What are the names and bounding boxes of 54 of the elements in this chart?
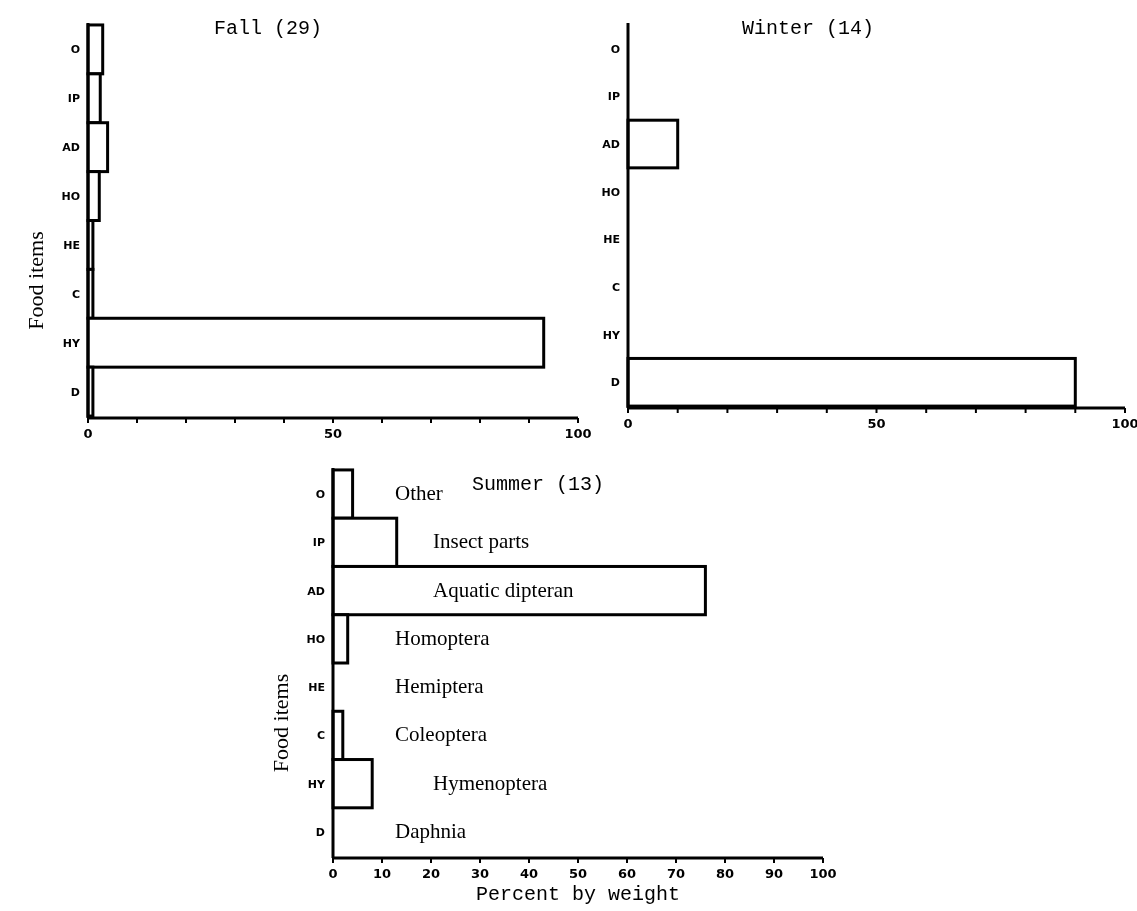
x-tick-label: 0 bbox=[623, 416, 633, 431]
y-tick-label: AD bbox=[602, 138, 620, 152]
y-tick-label: HY bbox=[602, 328, 622, 342]
annotation: Aquatic dipteran bbox=[433, 577, 575, 602]
y-tick-label: AD bbox=[62, 141, 80, 155]
y-tick-label: D bbox=[70, 385, 80, 399]
y-tick-label: O bbox=[70, 43, 80, 57]
annotation: Coleoptera bbox=[395, 722, 488, 747]
y-tick-label: C bbox=[316, 729, 325, 743]
x-tick-label: 30 bbox=[470, 866, 490, 881]
y-tick-label: HO bbox=[601, 185, 620, 199]
x-tick-label: 50 bbox=[867, 416, 886, 431]
x-tick-label: 10 bbox=[372, 866, 392, 881]
y-tick-label: HE bbox=[603, 233, 620, 247]
x-tick-label: 90 bbox=[764, 866, 784, 881]
x-tick-label: 70 bbox=[666, 866, 686, 881]
x-tick-label: 80 bbox=[715, 866, 735, 881]
y-tick-label: HO bbox=[306, 632, 325, 646]
y-tick-label: HE bbox=[63, 238, 80, 252]
y-tick-label: C bbox=[611, 280, 620, 294]
x-tick-label: 100 bbox=[809, 866, 837, 881]
y-tick-label: C bbox=[71, 287, 80, 301]
y-tick-label: AD bbox=[307, 584, 325, 598]
y-tick-label: IP bbox=[67, 92, 80, 106]
annotation: Insect parts bbox=[433, 529, 530, 554]
x-tick-label: 50 bbox=[323, 426, 343, 441]
chart-title: Fall (29) bbox=[213, 17, 323, 40]
y-tick-label: D bbox=[315, 825, 325, 839]
y-axis-title: Food items bbox=[268, 673, 293, 773]
x-axis-title: Percent by weight bbox=[475, 883, 681, 906]
x-tick-label: 50 bbox=[568, 866, 588, 881]
y-tick-label: O bbox=[315, 488, 325, 502]
chart-title: Summer (13) bbox=[471, 473, 605, 496]
y-tick-label: O bbox=[610, 42, 620, 56]
annotation: Hymenoptera bbox=[433, 770, 548, 795]
annotation: Other bbox=[395, 481, 443, 506]
y-tick-label: HO bbox=[61, 190, 80, 204]
x-tick-label: 20 bbox=[421, 866, 441, 881]
annotation: Daphnia bbox=[395, 818, 467, 843]
x-tick-label: 100 bbox=[564, 426, 592, 441]
chart-title: Winter (14) bbox=[741, 17, 875, 40]
annotation: Hemiptera bbox=[395, 674, 485, 699]
y-tick-label: HE bbox=[308, 681, 325, 695]
y-tick-label: D bbox=[610, 376, 620, 390]
x-tick-label: 0 bbox=[328, 866, 338, 881]
annotation: Homoptera bbox=[395, 625, 491, 650]
x-tick-label: 40 bbox=[519, 866, 539, 881]
y-axis-title: Food items bbox=[23, 231, 48, 330]
x-tick-label: 60 bbox=[617, 866, 637, 881]
y-tick-label: HY bbox=[307, 777, 327, 791]
x-tick-label: 0 bbox=[83, 426, 93, 441]
y-tick-label: HY bbox=[62, 336, 82, 350]
y-tick-label: IP bbox=[312, 536, 325, 550]
y-tick-label: IP bbox=[607, 90, 620, 104]
